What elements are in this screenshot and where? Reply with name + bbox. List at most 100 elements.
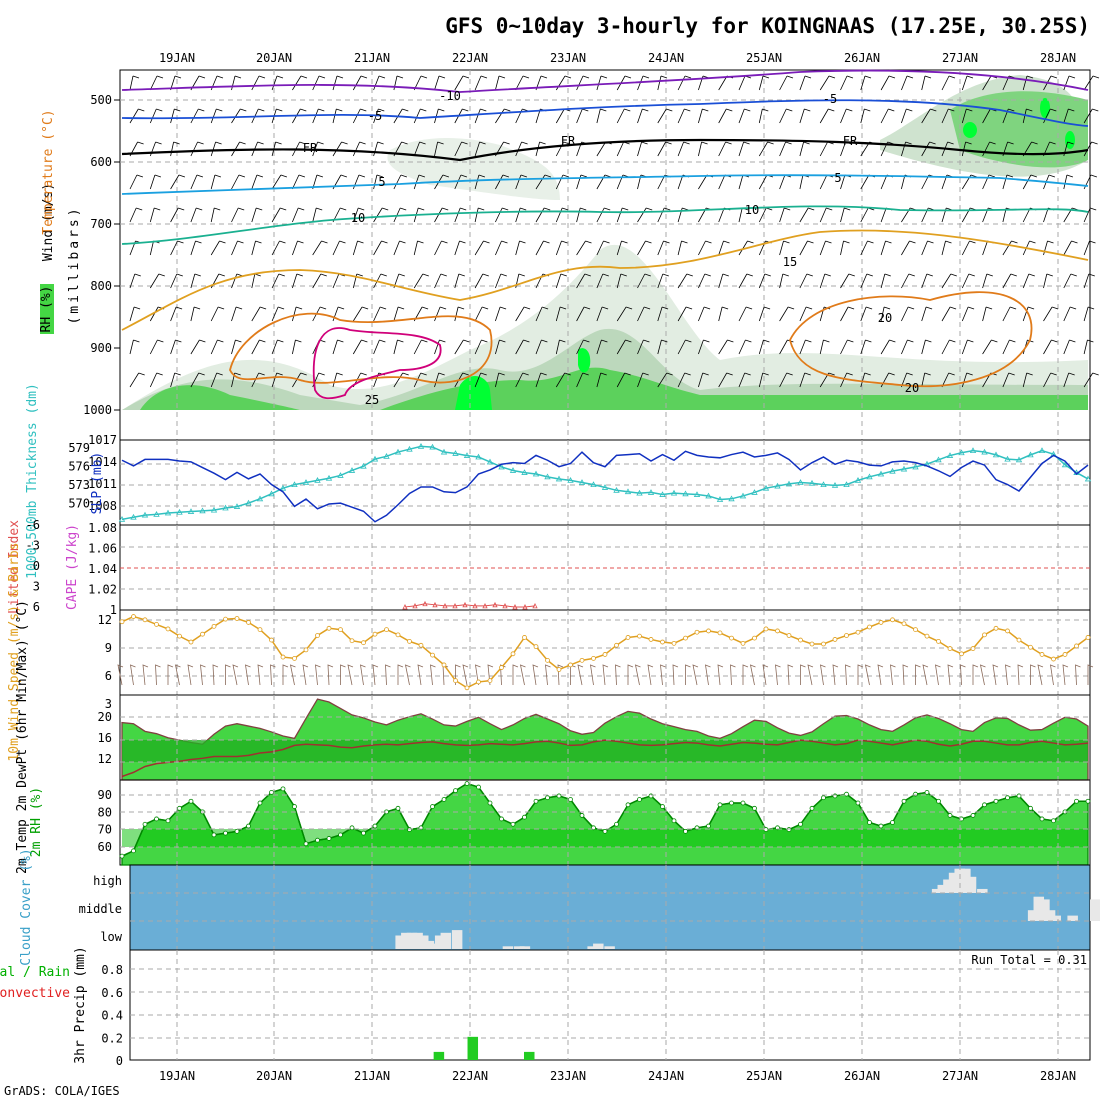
wind-barb (251, 240, 262, 256)
wind-barb (1083, 273, 1095, 289)
wind-barb (1002, 306, 1017, 322)
wind10m-speed-line-point (453, 678, 458, 684)
precip-bar (433, 1051, 445, 1060)
wind-barb (515, 240, 526, 256)
rh2m-line-point (660, 804, 665, 809)
thickness-line-point (1084, 475, 1092, 482)
cloud-bar-low (502, 946, 514, 949)
wind-barb (434, 240, 448, 256)
wind10m-speed-line-point (786, 633, 792, 638)
wind-barb (190, 306, 201, 322)
wind10m-barb (762, 664, 769, 686)
wind10m-barb (1017, 664, 1024, 686)
rh2m-line-point (142, 821, 148, 827)
cape-line (402, 600, 538, 610)
wind-barb (555, 339, 566, 355)
wind-barb (454, 339, 470, 355)
wind-barb (961, 339, 974, 355)
contour-line (121, 174, 1089, 195)
wind10m-panel: 12 9 6 3 10m Wind Speed (m/s) & Barbs (7, 542, 1094, 762)
wind10m-barb (800, 664, 806, 685)
wind-barb (149, 108, 163, 124)
wind-barb (495, 306, 507, 322)
rh-shading (122, 75, 1088, 410)
rh2m-line-point (119, 853, 125, 859)
wind-barb (961, 372, 973, 388)
thickness-tick-label: 576 (68, 460, 90, 474)
wind-barb (413, 174, 426, 190)
thickness-line-point (141, 511, 149, 518)
wind-barb (373, 174, 384, 190)
wind10m-tick-label: 3 (105, 697, 112, 711)
wind10m-speed-line-point (775, 628, 780, 634)
wind10m-barb (397, 664, 404, 685)
wind-barb (515, 306, 531, 322)
wind-barb (637, 306, 651, 322)
thickness-line-point (992, 451, 1000, 458)
cloud-tick-label: high (93, 874, 122, 888)
wind10m-speed-line-point (717, 630, 723, 636)
top-x-tick-label: 20JAN (256, 51, 292, 65)
rh2m-line-point (269, 789, 274, 795)
wind-barb (921, 108, 937, 124)
wind-barb (921, 75, 932, 91)
wind-barb (555, 240, 568, 256)
wind10m-barb (915, 664, 921, 685)
wind-barb (1083, 141, 1098, 157)
wind10m-barb (590, 664, 596, 686)
thickness-line-point (245, 499, 252, 506)
wind10m-speed-line-point (188, 639, 194, 645)
rh2m-line-point (740, 800, 746, 806)
wind-barb (779, 174, 792, 190)
wind10m-barb (902, 664, 909, 686)
thickness-line-point (1038, 447, 1046, 454)
wind-barb (880, 372, 895, 388)
wind-barb (535, 174, 552, 190)
temp-mid-band (122, 740, 1088, 762)
rh2m-line-point (165, 818, 171, 824)
wind10m-barb (385, 664, 391, 686)
wind-barb (921, 372, 931, 388)
wind10m-speed-line-point (177, 633, 182, 639)
rh2m-line-point (211, 832, 217, 838)
thickness-line-point (567, 477, 574, 483)
cloud-bar-high (943, 879, 954, 893)
wind-barb (231, 207, 245, 223)
slp-line (121, 450, 1089, 523)
wind-barb (352, 240, 364, 256)
thickness-line-point (302, 479, 310, 485)
contour-line (121, 138, 1089, 162)
wind-barb (271, 75, 284, 91)
rh2m-line-point (878, 823, 884, 829)
rh2m-line-point (476, 784, 481, 790)
cloud-bar-low (451, 930, 463, 949)
thickness-line-point (877, 470, 885, 477)
wind-barb (596, 75, 608, 91)
wind-barb (840, 273, 855, 289)
thickness-line-point (544, 473, 551, 480)
wind10m-tick-label: 6 (105, 669, 112, 683)
thickness-line-point (360, 462, 367, 469)
wind10m-speed-line-point (614, 642, 619, 648)
rh2m-line-point (993, 798, 999, 804)
wind-barb (474, 372, 487, 388)
wind-barb (515, 174, 528, 190)
wind-barb (677, 339, 692, 355)
rh2m-line-point (533, 798, 539, 804)
wind10m-speed-line-point (522, 635, 527, 640)
cloud-tick-label: low (100, 930, 122, 944)
thickness-line-point (452, 450, 459, 456)
cape-point (522, 604, 528, 610)
wind-barb (758, 306, 771, 322)
wind-barb (210, 141, 222, 157)
wind-barb (819, 141, 834, 157)
wind10m-speed-line-point (303, 647, 309, 653)
wind-barb (941, 240, 952, 256)
wind-barb (1063, 174, 1074, 190)
wind10m-barb (212, 664, 219, 686)
wind10m-barb (615, 664, 621, 686)
wind-barb (738, 240, 754, 256)
thickness-line-point (1061, 461, 1069, 468)
wind-barb (738, 306, 753, 322)
thickness-line-point (187, 508, 195, 514)
